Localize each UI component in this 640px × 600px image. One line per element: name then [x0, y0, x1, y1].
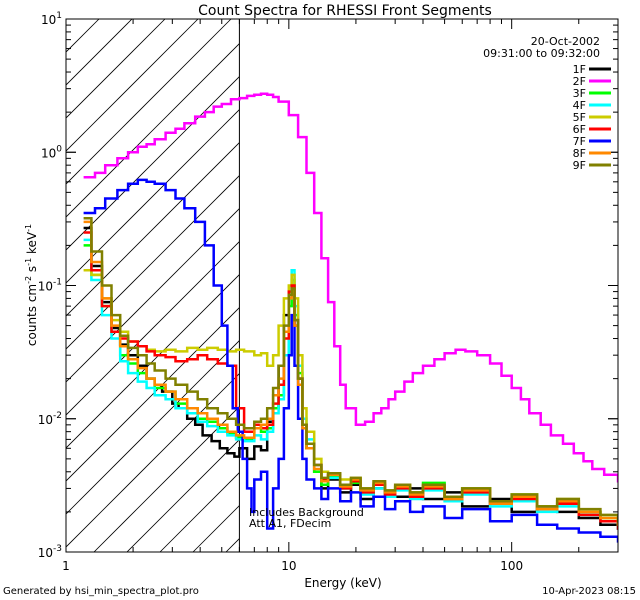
- hatch-line: [358, 19, 640, 552]
- hatch-line: [66, 43, 240, 218]
- hatch-line: [126, 439, 240, 552]
- hatch-line: [66, 274, 240, 449]
- series-line-2f: [83, 92, 618, 483]
- footer-generated-by: Generated by hsi_min_spectra_plot.pro: [3, 586, 199, 597]
- annotation-attenuator: Att A1, FDecim: [249, 517, 331, 530]
- y-axis-label: counts cm-2 s-1 keV-1: [24, 224, 39, 346]
- legend-label-5f: 5F: [573, 111, 586, 124]
- annotation-background: Includes Background: [249, 506, 364, 519]
- series-line-5f: [83, 269, 618, 527]
- y-tick-label: 10-1: [38, 278, 62, 294]
- excluded-region: [66, 19, 640, 552]
- hatch-line: [66, 19, 166, 119]
- y-label-s: s: [25, 266, 39, 276]
- series-line-7f: [83, 178, 618, 543]
- footer-timestamp: 10-Apr-2023 08:15: [542, 586, 636, 597]
- chart-title: Count Spectra for RHESSI Front Segments: [198, 3, 492, 19]
- y-label-exp-s: -1: [24, 258, 33, 266]
- legend-label-6f: 6F: [573, 123, 586, 136]
- x-tick-label: 10: [281, 559, 296, 573]
- series-line-8f: [83, 220, 618, 527]
- y-label-exp-cm: -2: [24, 276, 33, 284]
- observation-date: 20-Oct-2002: [531, 35, 600, 48]
- hatch-line: [66, 76, 240, 251]
- hatch-line: [66, 307, 240, 482]
- legend-label-3f: 3F: [573, 87, 586, 100]
- y-label-exp-kev: -1: [24, 224, 33, 232]
- hatch-line: [66, 208, 240, 383]
- series-line-9f: [83, 216, 618, 523]
- observation-time-range: 09:31:00 to 09:32:00: [483, 47, 600, 60]
- legend-label-9f: 9F: [573, 159, 586, 172]
- y-tick-label: 100: [41, 144, 62, 160]
- hatch-line: [424, 19, 640, 552]
- hatch-line: [66, 142, 240, 317]
- legend-label-8f: 8F: [573, 147, 586, 160]
- hatch-line: [391, 19, 640, 552]
- hatch-line: [66, 19, 199, 152]
- legend-label-7f: 7F: [573, 135, 586, 148]
- legend-label-1f: 1F: [573, 63, 586, 76]
- y-tick-label: 10-3: [38, 544, 62, 560]
- y-axis: 101 100 10-1 10-2 10-3: [38, 11, 618, 560]
- x-tick-label: 1: [62, 559, 70, 573]
- x-tick-label: 100: [500, 559, 523, 573]
- x-axis-label: Energy (keV): [304, 576, 381, 590]
- hatch-line: [292, 19, 640, 552]
- hatch-line: [66, 19, 232, 185]
- hatch-line: [556, 19, 640, 552]
- y-label-kev: keV: [25, 231, 39, 258]
- hatch-line: [66, 340, 240, 515]
- y-label-main: counts cm: [25, 284, 39, 346]
- x-axis: 1 10 100: [62, 19, 619, 573]
- legend-label-2f: 2F: [573, 75, 586, 88]
- hatch-line: [66, 175, 240, 350]
- y-tick-label: 101: [41, 11, 62, 27]
- y-tick-label: 10-2: [38, 411, 62, 427]
- hatch-line: [66, 241, 240, 416]
- spectra-series: [83, 92, 618, 543]
- legend-label-4f: 4F: [573, 99, 586, 112]
- hatch-line: [93, 406, 240, 552]
- hatch-line: [622, 19, 640, 552]
- plot-frame: [65, 18, 619, 553]
- hatch-line: [325, 19, 640, 552]
- hatch-line: [66, 373, 240, 548]
